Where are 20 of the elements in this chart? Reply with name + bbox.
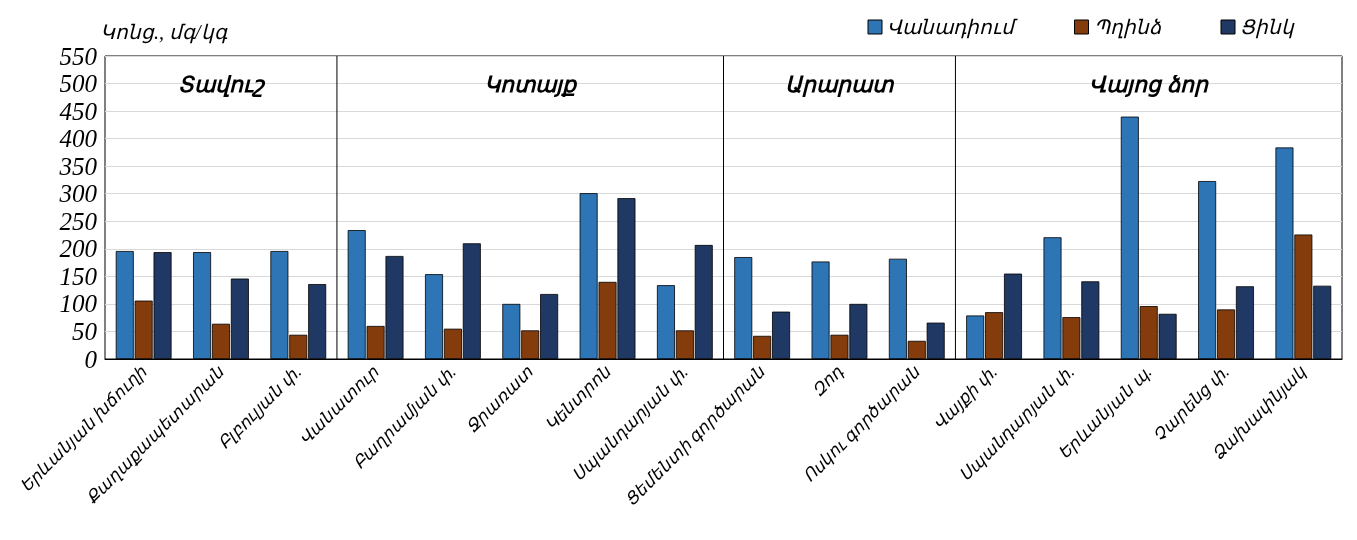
y-tick-label: 100	[59, 290, 98, 318]
y-tick-label: 550	[59, 42, 98, 70]
annotation: Տավուշ	[177, 71, 266, 97]
y-axis-title: Կոնց., մգ/կգ	[100, 21, 228, 44]
legend-label: Պղինձ	[1093, 16, 1162, 39]
y-tick-label: 0	[84, 345, 98, 373]
y-tick-label: 250	[59, 207, 98, 235]
y-tick-label: 150	[59, 262, 98, 290]
annotation: Արարատ	[785, 71, 896, 97]
annotation: Կոտայք	[484, 71, 579, 97]
legend-label: Վանադիում	[887, 16, 1018, 39]
y-tick-label: 450	[59, 97, 98, 125]
y-tick-label: 300	[58, 180, 98, 208]
y-tick-label: 400	[59, 125, 98, 153]
y-tick-label: 500	[59, 70, 98, 98]
annotation: Վայոց ձոր	[1089, 71, 1209, 97]
y-tick-label: 200	[59, 235, 98, 263]
legend-label: Ցինկ	[1240, 16, 1295, 39]
y-tick-label: 350	[58, 152, 98, 180]
y-tick-label: 50	[72, 317, 98, 345]
